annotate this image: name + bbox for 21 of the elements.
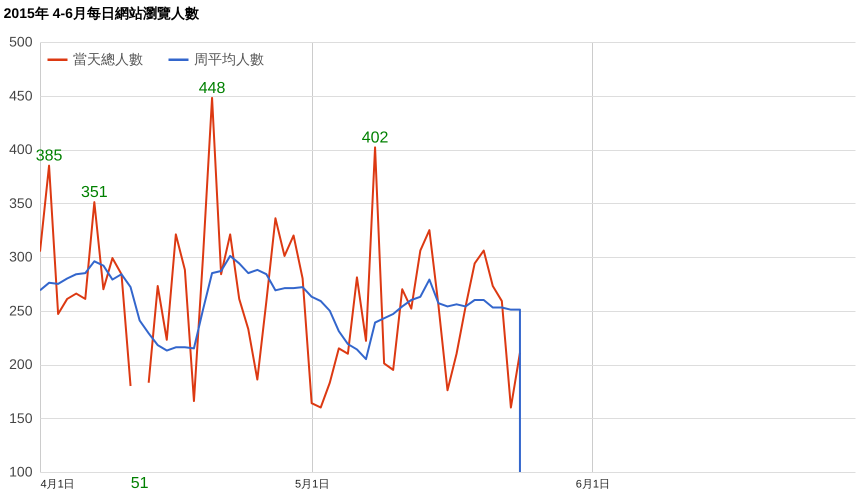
y-tick-label: 250 <box>9 302 33 318</box>
y-tick-label: 300 <box>9 248 33 264</box>
y-tick-label: 150 <box>9 410 33 426</box>
data-label: 402 <box>362 129 388 146</box>
y-tick-label: 400 <box>9 141 33 157</box>
data-label: 385 <box>36 148 62 165</box>
line-series <box>40 254 521 472</box>
y-tick-label: 450 <box>9 87 33 104</box>
legend-label: 當天總人數 <box>73 50 143 67</box>
data-label: 448 <box>198 80 226 97</box>
data-label: 351 <box>80 184 108 202</box>
y-tick-label: 200 <box>9 356 33 372</box>
y-tick-label: 500 <box>9 34 33 50</box>
x-tick-label: 5月1日 <box>295 478 330 490</box>
text: 51 <box>130 475 149 492</box>
y-tick-label: 350 <box>9 194 33 211</box>
legend-label: 周平均人數 <box>194 50 264 67</box>
chart-title: 2015年 4-6月每日網站瀏覽人數 <box>4 5 200 21</box>
x-tick-label: 4月1日 <box>40 478 75 490</box>
y-tick-label: 100 <box>9 464 33 480</box>
x-tick-label: 6月1日 <box>576 478 610 490</box>
